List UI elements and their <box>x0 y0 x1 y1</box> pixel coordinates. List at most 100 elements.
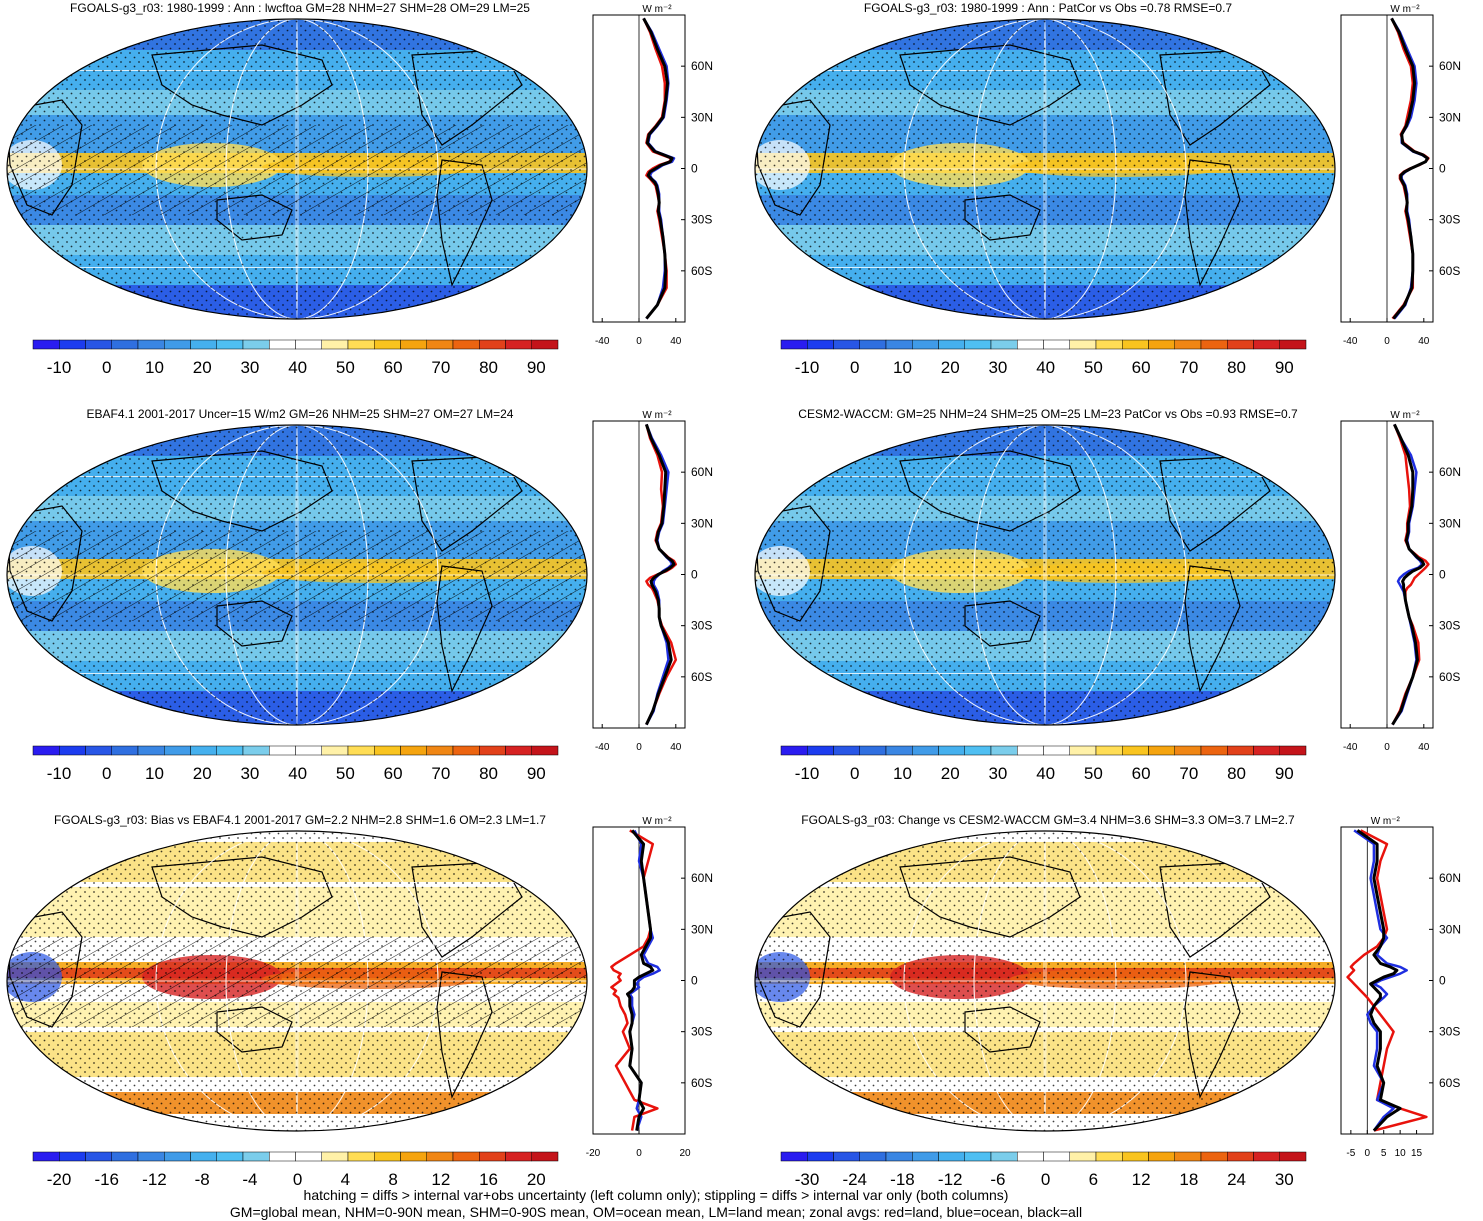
colorbar-box <box>505 745 532 756</box>
panel-2: FGOALS-g3_r03: 1980-1999 : Ann : PatCor … <box>748 0 1483 405</box>
colorbar-box <box>990 339 1018 350</box>
colorbar-tick-label: 90 <box>1275 764 1294 783</box>
colorbar-tick-label: 50 <box>1084 358 1103 377</box>
colorbar-box <box>164 339 191 350</box>
lat-tick-label: 30N <box>1439 110 1461 124</box>
colorbar-tick-label: 6 <box>1089 1170 1098 1189</box>
lat-tick-label: 30S <box>691 1025 712 1039</box>
colorbar-box <box>111 745 139 756</box>
colorbar-box <box>1043 1151 1070 1162</box>
colorbar-box <box>295 1151 322 1162</box>
lat-tick-label: 60S <box>691 670 712 684</box>
zonal-mean-plot: W m⁻² 60N 30N 0 30S 60S -40 0 40 <box>1340 410 1461 753</box>
map-field <box>7 425 587 725</box>
colorbar-box <box>190 745 217 756</box>
colorbar-box <box>374 1151 401 1162</box>
colorbar-box <box>59 745 86 756</box>
lat-tick-label: 30S <box>691 619 712 633</box>
colorbar-box <box>531 1151 559 1162</box>
zonal-line-land <box>1346 829 1428 1132</box>
x-tick-label: 5 <box>1381 1148 1387 1159</box>
zonal-line-land <box>1391 423 1430 726</box>
colorbar-box <box>807 745 834 756</box>
colorbar-box <box>269 1151 296 1162</box>
colorbar-tick-label: -4 <box>242 1170 257 1189</box>
zonal-line-all <box>1356 829 1402 1132</box>
colorbar-box <box>426 1151 454 1162</box>
lat-tick-label: 60N <box>691 59 713 73</box>
lat-tick-label: 30N <box>1439 516 1461 530</box>
colorbar-box <box>859 339 887 350</box>
colorbar-box <box>505 1151 532 1162</box>
colorbar-box <box>780 745 808 756</box>
colorbar-box <box>1122 745 1149 756</box>
lat-tick-label: 0 <box>1439 568 1446 582</box>
colorbar-box <box>400 339 427 350</box>
colorbar-box <box>242 1151 270 1162</box>
colorbar-box <box>912 745 939 756</box>
x-tick-label: -40 <box>595 336 610 347</box>
lat-tick-label: 60N <box>1439 59 1461 73</box>
colorbar-tick-label: 12 <box>431 1170 450 1189</box>
x-tick-label: 20 <box>679 1148 691 1159</box>
colorbar-box <box>1227 1151 1254 1162</box>
lat-tick-label: 0 <box>1439 974 1446 988</box>
colorbar-box <box>1095 745 1123 756</box>
colorbar-tick-label: 30 <box>988 764 1007 783</box>
colorbar-tick-label: 30 <box>240 358 259 377</box>
colorbar-box <box>885 1151 913 1162</box>
lat-tick-label: 60N <box>1439 465 1461 479</box>
colorbar-box <box>216 1151 244 1162</box>
lat-tick-label: 60N <box>1439 871 1461 885</box>
colorbar-box <box>400 745 427 756</box>
colorbar-box <box>807 339 834 350</box>
colorbar-box <box>295 745 322 756</box>
colorbar-tick-label: -10 <box>795 764 820 783</box>
x-tick-label: 10 <box>1395 1148 1407 1159</box>
units-label: W m⁻² <box>1371 816 1401 827</box>
zonal-line-all <box>644 423 676 726</box>
lat-tick-label: 0 <box>1439 162 1446 176</box>
colorbar-tick-label: 10 <box>145 358 164 377</box>
colorbar-box <box>269 745 296 756</box>
colorbar-box <box>1200 745 1228 756</box>
map-field <box>755 19 1335 319</box>
map-border <box>6 830 588 1132</box>
colorbar-tick-label: 10 <box>145 764 164 783</box>
colorbar-tick-label: -8 <box>195 1170 210 1189</box>
colorbar-box <box>938 745 965 756</box>
colorbar: -30 -24 -18 -12 -6 0 6 12 18 24 30 <box>780 1151 1307 1189</box>
lat-tick-label: 0 <box>691 568 698 582</box>
colorbar-tick-label: 50 <box>336 358 355 377</box>
colorbar-box <box>479 745 506 756</box>
colorbar-tick-label: 12 <box>1132 1170 1151 1189</box>
colorbar-box <box>1200 339 1228 350</box>
colorbar-tick-label: 0 <box>850 764 859 783</box>
lat-tick-label: 60N <box>691 871 713 885</box>
colorbar-box <box>780 339 808 350</box>
colorbar: -20 -16 -12 -8 -4 0 4 8 12 16 20 <box>32 1151 559 1189</box>
colorbar-box <box>242 745 270 756</box>
x-tick-label: 40 <box>670 742 682 753</box>
zonal-line-all <box>626 829 655 1131</box>
colorbar-box <box>321 1151 349 1162</box>
lat-tick-label: 30S <box>1439 1025 1460 1039</box>
colorbar-box <box>1227 745 1254 756</box>
stippling <box>755 425 1335 725</box>
colorbar-tick-label: 0 <box>1041 1170 1050 1189</box>
colorbar-box <box>164 1151 191 1162</box>
colorbar-box <box>1043 745 1070 756</box>
colorbar-box <box>833 1151 860 1162</box>
colorbar-tick-label: 0 <box>850 358 859 377</box>
units-label: W m⁻² <box>642 410 672 421</box>
colorbar-tick-label: -24 <box>842 1170 867 1189</box>
colorbar-box <box>833 745 860 756</box>
panel-title: FGOALS-g3_r03: 1980-1999 : Ann : lwcftoa… <box>70 1 530 15</box>
colorbar-box <box>1069 745 1097 756</box>
x-tick-label: -40 <box>1343 336 1358 347</box>
colorbar: -10 0 10 20 30 40 50 60 70 80 90 <box>32 339 559 377</box>
colorbar-tick-label: 20 <box>941 764 960 783</box>
colorbar-box <box>295 339 322 350</box>
colorbar-box <box>1200 1151 1228 1162</box>
colorbar-box <box>426 745 454 756</box>
